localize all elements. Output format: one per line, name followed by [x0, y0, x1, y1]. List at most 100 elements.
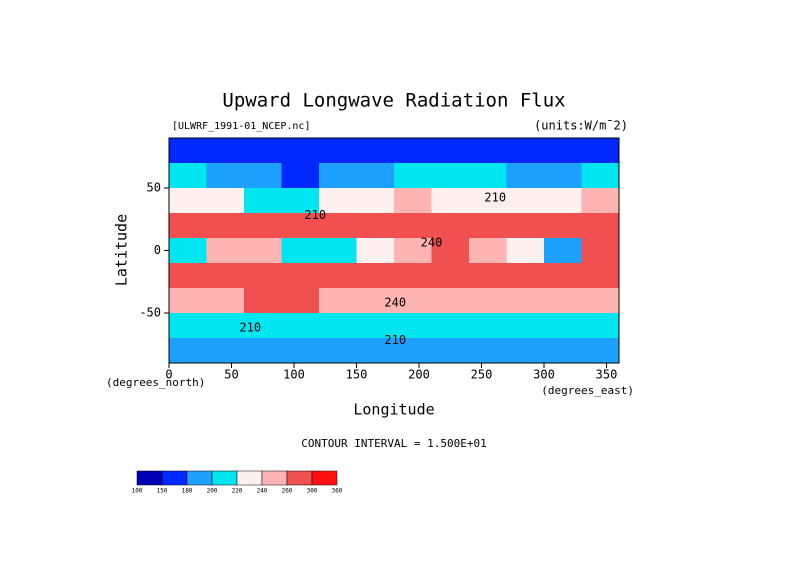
field-cell	[319, 188, 357, 214]
field-cell	[506, 338, 545, 364]
field-cell	[319, 288, 357, 314]
field-cell	[244, 188, 282, 214]
x-tick-label: 300	[533, 368, 555, 382]
field-cell	[356, 138, 395, 164]
field-cell	[506, 238, 545, 264]
field-cell	[244, 313, 282, 339]
field-cell	[356, 213, 395, 239]
field-cell	[469, 188, 507, 214]
field-cell	[581, 163, 620, 189]
field-cell	[206, 188, 245, 214]
field-cell	[581, 238, 620, 264]
field-cell	[581, 138, 620, 164]
field-cell	[356, 338, 395, 364]
field-cell	[319, 338, 357, 364]
contour-label: 210	[304, 208, 326, 222]
field-cell	[356, 288, 395, 314]
field-cell	[431, 188, 470, 214]
field-cell	[356, 238, 395, 264]
field-cell	[356, 163, 395, 189]
colorbar-label: 240	[257, 488, 268, 495]
field-cell	[206, 163, 245, 189]
colorbar-label: 200	[207, 488, 218, 495]
field-cell	[431, 238, 470, 264]
field-cell	[544, 313, 582, 339]
field-cell	[431, 313, 470, 339]
y-tick-label: 50	[147, 181, 161, 195]
field-cell	[394, 238, 432, 264]
field-cell	[281, 213, 320, 239]
field-cell	[544, 188, 582, 214]
colorbar-label: 180	[182, 488, 193, 495]
field-cell	[206, 288, 245, 314]
x-tick-label: 50	[224, 368, 238, 382]
field-cell	[244, 263, 282, 289]
field-cell	[244, 163, 282, 189]
field-cell	[544, 238, 582, 264]
field-cell	[431, 338, 470, 364]
x-tick-label: 200	[408, 368, 430, 382]
field-cell	[244, 138, 282, 164]
colorbar-label: 300	[307, 488, 318, 495]
field-cell	[206, 313, 245, 339]
y-unit: (degrees_north)	[106, 376, 205, 389]
colorbar-swatch	[136, 470, 163, 486]
field-cell	[394, 188, 432, 214]
colorbar-swatch	[261, 470, 288, 486]
field-cell	[281, 138, 320, 164]
colorbar-label: 100	[132, 488, 143, 495]
field-cell	[244, 238, 282, 264]
field-cell	[319, 163, 357, 189]
field-cell	[431, 263, 470, 289]
field-cell	[169, 188, 207, 214]
x-tick-label: 350	[596, 368, 618, 382]
field-cell	[581, 313, 620, 339]
field-cell	[394, 288, 432, 314]
field-cell	[319, 263, 357, 289]
field-cell	[394, 313, 432, 339]
field-cell	[469, 313, 507, 339]
colorbar-label: 150	[157, 488, 168, 495]
field-cell	[281, 313, 320, 339]
field-cell	[544, 263, 582, 289]
field-cell	[169, 338, 207, 364]
field-cell	[281, 263, 320, 289]
field-cell	[169, 138, 207, 164]
x-unit: (degrees_east)	[541, 384, 634, 397]
contour-label: 210	[384, 333, 406, 347]
field-cell	[356, 263, 395, 289]
field-cell	[319, 213, 357, 239]
field-cell	[581, 263, 620, 289]
field-cell	[394, 163, 432, 189]
field-cell	[469, 138, 507, 164]
field-cell	[544, 163, 582, 189]
field-cell	[356, 188, 395, 214]
x-tick-label: 250	[471, 368, 493, 382]
colorbar-swatch	[161, 470, 188, 486]
field-cell	[281, 338, 320, 364]
x-tick-label: 150	[346, 368, 368, 382]
field-cell	[281, 163, 320, 189]
colorbar-swatch	[286, 470, 313, 486]
field-cell	[394, 338, 432, 364]
field-cell	[469, 213, 507, 239]
field-cell	[469, 288, 507, 314]
field-cell	[431, 288, 470, 314]
field-cell	[319, 138, 357, 164]
field-cell	[431, 163, 470, 189]
field-cell	[506, 213, 545, 239]
field-cell	[506, 263, 545, 289]
field-cell	[206, 238, 245, 264]
field-cell	[544, 288, 582, 314]
colorbar-label: 220	[232, 488, 243, 495]
y-tick-label: 0	[154, 243, 161, 257]
field-cell	[431, 138, 470, 164]
field-cell	[169, 288, 207, 314]
colorbar-swatch	[236, 470, 263, 486]
field-cell	[469, 263, 507, 289]
field-cell	[206, 263, 245, 289]
field-cell	[319, 313, 357, 339]
field-cell	[506, 313, 545, 339]
y-axis-label: Latitude	[113, 214, 131, 286]
contour-label: 210	[484, 191, 506, 205]
